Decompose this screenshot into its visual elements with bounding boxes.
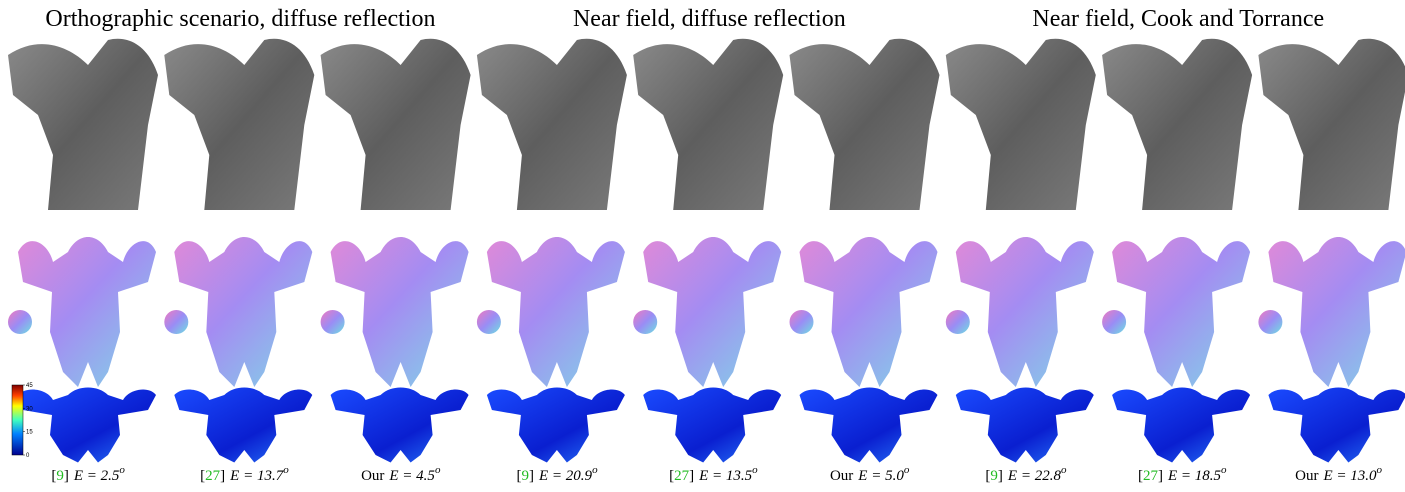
normal-map: [800, 237, 938, 387]
caption-metric: E = 13.5: [698, 468, 753, 484]
shading-image: [1102, 39, 1252, 210]
citation: 27: [674, 468, 690, 484]
caption-method: ]: [64, 468, 69, 484]
reference-sphere: [477, 310, 501, 334]
caption-metric: E = 13.7: [229, 468, 285, 484]
shading-image: [477, 39, 627, 210]
normal-map: [1112, 237, 1250, 387]
caption-metric: E = 22.8: [1007, 468, 1062, 484]
caption: [9]E = 22.8o: [985, 464, 1067, 484]
reference-sphere: [8, 310, 32, 334]
caption-unit: o: [592, 464, 598, 476]
citation: 9: [522, 468, 530, 484]
normal-map: [956, 237, 1094, 387]
error-map: [643, 388, 781, 463]
normal-map: [487, 237, 625, 387]
caption-unit: o: [119, 464, 125, 476]
caption: [9]E = 2.5o: [51, 464, 125, 484]
caption-metric: E = 18.5: [1167, 468, 1222, 484]
column: [27]E = 13.5o: [633, 39, 783, 484]
reference-sphere: [1102, 310, 1126, 334]
caption-method: ]: [220, 468, 225, 484]
normal-map: [18, 237, 156, 387]
error-map: [174, 388, 312, 463]
error-map: [487, 388, 625, 463]
caption-method: ]: [529, 468, 534, 484]
caption: [27]E = 18.5o: [1138, 464, 1227, 484]
caption: [9]E = 20.9o: [517, 464, 599, 484]
error-map: [1112, 388, 1250, 463]
error-map: [18, 388, 156, 463]
reference-sphere: [633, 310, 657, 334]
caption-metric: E = 20.9: [538, 468, 593, 484]
citation: 27: [1143, 468, 1159, 484]
column: [9]E = 22.8o: [946, 39, 1096, 484]
caption-unit: o: [1061, 464, 1067, 476]
citation: 9: [56, 468, 64, 484]
caption-unit: o: [435, 464, 441, 476]
error-map: [1268, 388, 1405, 463]
group-title: Orthographic scenario, diffuse reflectio…: [45, 6, 435, 32]
caption-unit: o: [283, 464, 289, 476]
normal-map: [174, 237, 312, 387]
reference-sphere: [164, 310, 188, 334]
caption: [27]E = 13.5o: [669, 464, 758, 484]
reference-sphere: [946, 310, 970, 334]
error-map: [956, 388, 1094, 463]
caption: [27]E = 13.7o: [200, 464, 289, 484]
shading-image: [946, 39, 1096, 210]
reference-sphere: [790, 310, 814, 334]
column: [9]E = 20.9o: [477, 39, 627, 484]
caption-unit: o: [752, 464, 758, 476]
caption-unit: o: [1376, 464, 1382, 476]
reference-sphere: [321, 310, 345, 334]
column: [9]E = 2.5o: [8, 39, 158, 484]
colorbar-tick-label: 0: [26, 453, 30, 459]
caption-metric: E = 4.5: [388, 468, 435, 484]
group-titles: Orthographic scenario, diffuse reflectio…: [45, 6, 1324, 32]
colorbar-tick-label: 15: [26, 430, 33, 436]
column: [27]E = 18.5o: [1102, 39, 1252, 484]
caption-method: Our: [1295, 468, 1318, 484]
error-map: [800, 388, 938, 463]
caption-method: ]: [1158, 468, 1163, 484]
caption-method: Our: [361, 468, 384, 484]
normal-map: [331, 237, 469, 387]
colorbar-tick-label: 45: [26, 383, 33, 389]
group-title: Near field, Cook and Torrance: [1032, 6, 1324, 32]
caption-metric: E = 13.0: [1322, 468, 1377, 484]
shading-image: [8, 39, 158, 210]
shading-image: [321, 39, 471, 210]
caption-method: Our: [830, 468, 853, 484]
caption-method: ]: [689, 468, 694, 484]
figure: [9]E = 2.5o[27]E = 13.7oOurE = 4.5o[9]E …: [0, 0, 1405, 492]
citation: 27: [205, 468, 221, 484]
caption-unit: o: [1221, 464, 1227, 476]
normal-map: [643, 237, 781, 387]
colorbar-scale: [12, 385, 23, 455]
caption-metric: E = 2.5: [73, 468, 120, 484]
caption-method: ]: [998, 468, 1003, 484]
colorbar-tick-label: 30: [26, 406, 33, 412]
shading-image: [633, 39, 783, 210]
normal-map: [1268, 237, 1405, 387]
shading-image: [1258, 39, 1405, 210]
caption-unit: o: [904, 464, 910, 476]
shading-image: [164, 39, 314, 210]
citation: 9: [990, 468, 998, 484]
page: [9]E = 2.5o[27]E = 13.7oOurE = 4.5o[9]E …: [0, 0, 1405, 492]
group-title: Near field, diffuse reflection: [573, 6, 846, 32]
caption-metric: E = 5.0: [857, 468, 904, 484]
column: [27]E = 13.7o: [164, 39, 314, 484]
shading-image: [790, 39, 940, 210]
error-map: [331, 388, 469, 463]
reference-sphere: [1258, 310, 1282, 334]
